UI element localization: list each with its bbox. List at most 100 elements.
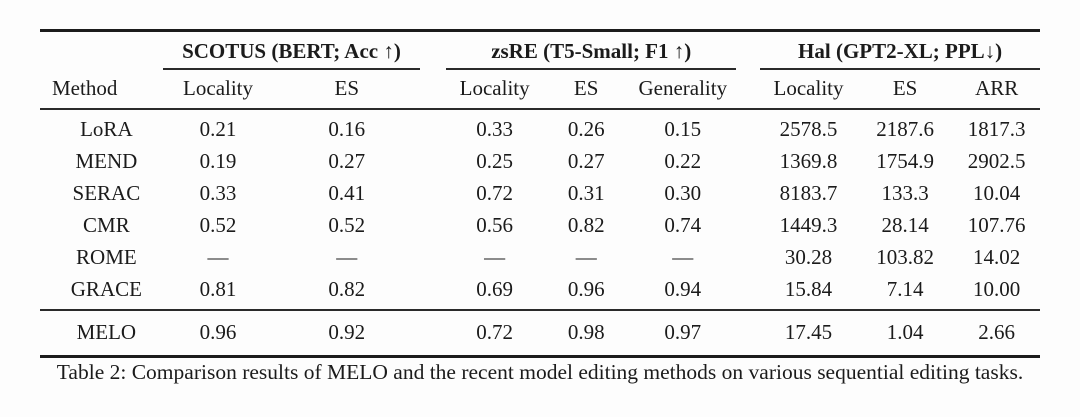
method-name: CMR xyxy=(83,213,130,237)
group-header-zsre: zsRE (T5-Small; F1 ↑) xyxy=(446,30,737,70)
value-cell: 10.04 xyxy=(973,181,1021,205)
value-cell: 0.16 xyxy=(328,117,366,141)
method-name: SERAC xyxy=(72,181,141,205)
group-gap xyxy=(420,242,446,274)
column-header-row: Method Locality ES Locality ES Generalit… xyxy=(40,69,1040,110)
value-cell: 28.14 xyxy=(881,213,929,237)
group-gap xyxy=(420,109,446,146)
value-cell: 0.33 xyxy=(476,117,514,141)
column-header-hal-locality: Locality xyxy=(760,69,857,110)
value-cell: 1449.3 xyxy=(779,213,838,237)
value-cell: 0.19 xyxy=(199,149,237,173)
value-cell: 133.3 xyxy=(881,181,929,205)
value-cell: 107.76 xyxy=(967,213,1026,237)
value-cell: 0.25 xyxy=(476,149,514,173)
value-cell: 0.69 xyxy=(446,274,543,311)
value-cell: 0.81 xyxy=(162,274,274,311)
value-cell: 30.28 xyxy=(784,245,833,269)
value-cell: 0.72 xyxy=(476,181,514,205)
value-cell: 0.52 xyxy=(328,213,366,237)
value-cell: 1754.9 xyxy=(876,149,934,173)
value-cell: 0.94 xyxy=(629,274,737,311)
column-header-zsre-es: ES xyxy=(542,69,630,110)
value-cell: 15.84 xyxy=(760,274,857,311)
column-header-zsre-locality: Locality xyxy=(446,69,543,110)
value-cell: 2902.5 xyxy=(967,149,1026,173)
highlight-row-body: MELO 0.96 0.92 0.72 0.98 0.97 17.45 1.04 2.66 xyxy=(40,310,1040,357)
table-header: SCOTUS (BERT; Acc ↑) zsRE (T5-Small; F1 … xyxy=(40,30,1040,110)
group-gap xyxy=(736,109,760,146)
value-cell: 1817.3 xyxy=(967,117,1026,141)
method-name: LoRA xyxy=(80,117,133,141)
group-gap xyxy=(736,31,760,70)
group-gap xyxy=(736,146,760,178)
value-cell: 0.27 xyxy=(328,149,366,173)
value-cell: — xyxy=(484,245,506,269)
value-cell: 0.22 xyxy=(664,149,702,173)
value-cell: 0.33 xyxy=(199,181,237,205)
method-row-lora: LoRA 0.21 0.16 0.33 0.26 0.15 2578.5 2187.6 1817… xyxy=(40,109,1040,146)
value-cell: 0.31 xyxy=(567,181,605,205)
value-cell: 0.96 xyxy=(542,274,630,311)
value-cell: 0.98 xyxy=(567,320,605,344)
value-cell: 17.45 xyxy=(784,320,833,344)
value-cell: 0.56 xyxy=(476,213,514,237)
column-header-scotus-es: ES xyxy=(273,69,421,110)
value-cell: 0.26 xyxy=(567,117,605,141)
value-cell: 8183.7 xyxy=(779,181,838,205)
value-cell: 0.82 xyxy=(567,213,605,237)
value-cell: 2.66 xyxy=(978,320,1016,344)
value-cell: 0.82 xyxy=(273,274,421,311)
group-gap xyxy=(420,210,446,242)
value-cell: 1.04 xyxy=(886,320,924,344)
value-cell: 0.74 xyxy=(664,213,702,237)
group-gap xyxy=(736,274,761,311)
value-cell: 0.27 xyxy=(567,149,605,173)
value-cell: — xyxy=(336,245,358,269)
value-cell: 0.30 xyxy=(664,181,702,205)
method-row-serac: SERAC 0.33 0.41 0.72 0.31 0.30 8183.7 133.3 10.0… xyxy=(40,178,1040,210)
value-cell: 0.15 xyxy=(664,117,702,141)
column-header-zsre-generality: Generality xyxy=(629,69,737,110)
group-header-hal: Hal (GPT2-XL; PPL↓) xyxy=(760,30,1040,70)
value-cell: 0.96 xyxy=(199,320,237,344)
value-cell: 0.41 xyxy=(328,181,366,205)
value-cell: 0.52 xyxy=(199,213,237,237)
column-header-hal-es: ES xyxy=(856,69,954,110)
method-column-spacer xyxy=(40,31,163,70)
method-name: MELO xyxy=(76,320,137,344)
table-body: LoRA 0.21 0.16 0.33 0.26 0.15 2578.5 2187.6 1817… xyxy=(40,109,1040,311)
group-gap xyxy=(736,310,760,357)
value-cell: 0.97 xyxy=(664,320,702,344)
group-gap xyxy=(736,210,760,242)
column-header-hal-arr: ARR xyxy=(953,69,1040,110)
value-cell: — xyxy=(207,245,229,269)
results-table: SCOTUS (BERT; Acc ↑) zsRE (T5-Small; F1 … xyxy=(40,29,1040,358)
method-name: GRACE xyxy=(40,274,163,311)
group-gap xyxy=(420,310,446,357)
value-cell: 2578.5 xyxy=(779,117,838,141)
table-caption: Table 2: Comparison results of MELO and … xyxy=(56,360,1024,384)
column-header-scotus-locality: Locality xyxy=(162,69,274,110)
value-cell: 10.00 xyxy=(953,274,1040,311)
group-gap xyxy=(420,146,446,178)
method-name: ROME xyxy=(76,245,137,269)
group-gap xyxy=(736,242,760,274)
group-gap xyxy=(420,69,447,110)
method-row-rome: ROME — — — — — 30.28 103.82 14.02 xyxy=(40,242,1040,274)
comparison-table: SCOTUS (BERT; Acc ↑) zsRE (T5-Small; F1 … xyxy=(40,29,1040,358)
method-name: MEND xyxy=(75,149,138,173)
group-header-scotus: SCOTUS (BERT; Acc ↑) xyxy=(162,30,421,70)
group-header-row: SCOTUS (BERT; Acc ↑) zsRE (T5-Small; F1 … xyxy=(40,30,1040,70)
value-cell: 0.92 xyxy=(328,320,366,344)
method-row-mend: MEND 0.19 0.27 0.25 0.27 0.22 1369.8 1754.9 2902… xyxy=(40,146,1040,178)
value-cell: 7.14 xyxy=(856,274,954,311)
value-cell: 14.02 xyxy=(973,245,1021,269)
group-gap xyxy=(736,69,761,110)
column-header-method: Method xyxy=(40,69,163,110)
group-gap xyxy=(420,274,447,311)
value-cell: — xyxy=(575,245,597,269)
value-cell: 0.72 xyxy=(476,320,514,344)
melo-row: MELO 0.96 0.92 0.72 0.98 0.97 17.45 1.04 2.66 xyxy=(40,310,1040,357)
